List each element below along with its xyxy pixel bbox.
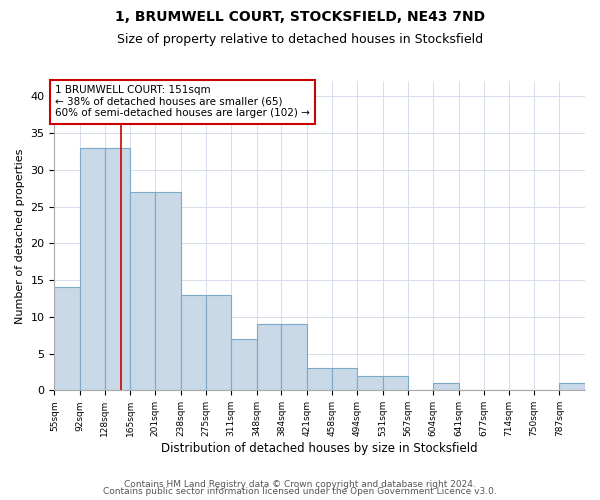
Bar bbox=[181, 295, 206, 390]
Bar bbox=[206, 295, 231, 390]
Text: 1 BRUMWELL COURT: 151sqm
← 38% of detached houses are smaller (65)
60% of semi-d: 1 BRUMWELL COURT: 151sqm ← 38% of detach… bbox=[55, 85, 310, 118]
Bar bbox=[155, 192, 181, 390]
Y-axis label: Number of detached properties: Number of detached properties bbox=[15, 148, 25, 324]
Text: Contains public sector information licensed under the Open Government Licence v3: Contains public sector information licen… bbox=[103, 487, 497, 496]
Bar bbox=[257, 324, 281, 390]
Bar bbox=[332, 368, 358, 390]
Text: Size of property relative to detached houses in Stocksfield: Size of property relative to detached ho… bbox=[117, 32, 483, 46]
Bar bbox=[358, 376, 383, 390]
Text: 1, BRUMWELL COURT, STOCKSFIELD, NE43 7ND: 1, BRUMWELL COURT, STOCKSFIELD, NE43 7ND bbox=[115, 10, 485, 24]
Bar bbox=[80, 148, 105, 390]
Bar bbox=[433, 383, 459, 390]
Bar bbox=[307, 368, 332, 390]
Bar bbox=[559, 383, 585, 390]
Bar bbox=[55, 288, 80, 391]
X-axis label: Distribution of detached houses by size in Stocksfield: Distribution of detached houses by size … bbox=[161, 442, 478, 455]
Bar bbox=[383, 376, 407, 390]
Text: Contains HM Land Registry data © Crown copyright and database right 2024.: Contains HM Land Registry data © Crown c… bbox=[124, 480, 476, 489]
Bar bbox=[105, 148, 130, 390]
Bar bbox=[281, 324, 307, 390]
Bar bbox=[130, 192, 155, 390]
Bar bbox=[231, 339, 257, 390]
